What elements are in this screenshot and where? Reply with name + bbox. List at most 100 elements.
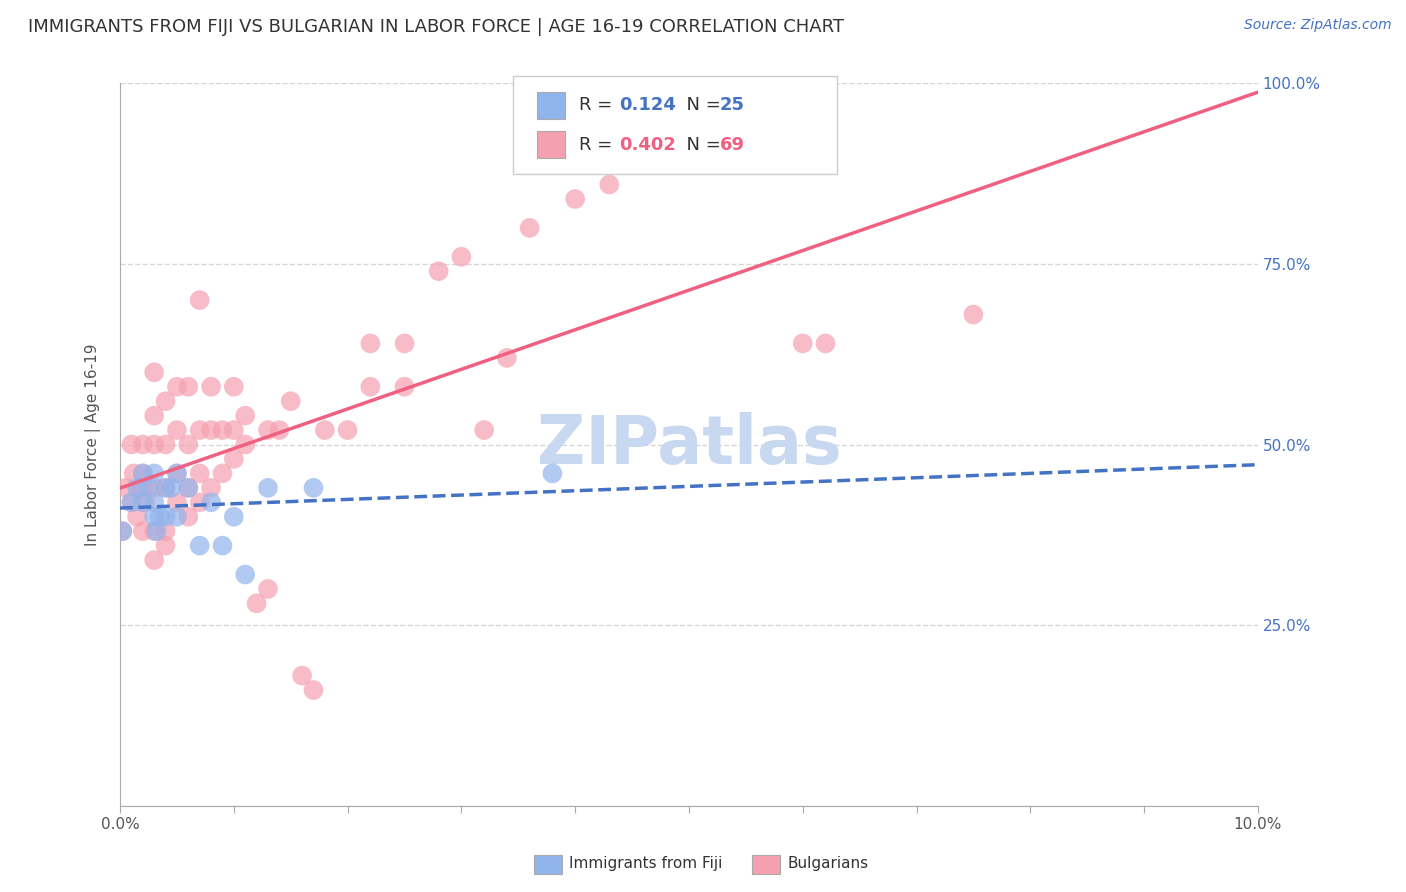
Point: [233, 409, 256, 423]
Point: [257, 582, 280, 596]
Point: [200, 481, 222, 495]
Point: [177, 481, 200, 495]
Point: [120, 437, 142, 451]
Point: [245, 596, 267, 610]
Point: [200, 423, 222, 437]
Text: N =: N =: [675, 96, 727, 114]
Point: [132, 467, 155, 481]
Point: [143, 481, 166, 495]
Point: [111, 524, 134, 538]
Point: [127, 509, 149, 524]
Point: [166, 467, 188, 481]
Point: [257, 481, 280, 495]
Text: 25: 25: [720, 96, 745, 114]
Point: [143, 365, 166, 379]
Point: [211, 423, 233, 437]
Point: [233, 567, 256, 582]
Point: [143, 524, 166, 538]
Text: N =: N =: [675, 136, 727, 153]
Text: R =: R =: [579, 96, 619, 114]
Point: [188, 495, 211, 509]
Point: [155, 524, 177, 538]
Point: [336, 423, 359, 437]
Text: ZIPatlas: ZIPatlas: [537, 411, 841, 477]
Point: [233, 437, 256, 451]
Point: [132, 481, 155, 495]
Point: [138, 481, 160, 495]
Point: [143, 495, 166, 509]
Text: R =: R =: [579, 136, 619, 153]
Point: [962, 308, 984, 322]
Point: [519, 220, 541, 235]
Point: [166, 423, 188, 437]
Point: [222, 452, 245, 467]
Point: [155, 481, 177, 495]
Point: [188, 467, 211, 481]
Point: [127, 481, 149, 495]
Point: [472, 423, 495, 437]
Point: [211, 467, 233, 481]
Point: [132, 437, 155, 451]
Point: [120, 495, 142, 509]
Point: [143, 553, 166, 567]
Point: [621, 105, 644, 120]
Point: [291, 668, 314, 682]
Point: [564, 192, 586, 206]
Point: [222, 423, 245, 437]
Point: [122, 467, 145, 481]
Point: [132, 524, 155, 538]
Text: 0.124: 0.124: [619, 96, 675, 114]
Point: [394, 336, 416, 351]
Text: 0.402: 0.402: [619, 136, 675, 153]
Point: [314, 423, 336, 437]
Point: [129, 481, 152, 495]
Point: [177, 509, 200, 524]
Point: [496, 351, 519, 365]
Point: [166, 467, 188, 481]
Point: [166, 509, 188, 524]
Text: Immigrants from Fiji: Immigrants from Fiji: [569, 856, 723, 871]
Point: [166, 380, 188, 394]
Point: [143, 409, 166, 423]
Point: [222, 509, 245, 524]
Text: Source: ZipAtlas.com: Source: ZipAtlas.com: [1244, 18, 1392, 32]
Text: Bulgarians: Bulgarians: [787, 856, 869, 871]
Point: [143, 509, 166, 524]
Point: [359, 336, 381, 351]
Point: [302, 683, 325, 698]
Point: [114, 481, 136, 495]
Point: [257, 423, 280, 437]
Point: [143, 437, 166, 451]
Point: [450, 250, 472, 264]
Point: [177, 380, 200, 394]
Point: [145, 524, 167, 538]
Y-axis label: In Labor Force | Age 16-19: In Labor Force | Age 16-19: [86, 343, 101, 546]
Point: [188, 423, 211, 437]
Point: [200, 380, 222, 394]
Point: [155, 481, 177, 495]
Point: [200, 495, 222, 509]
Point: [155, 539, 177, 553]
Point: [155, 394, 177, 409]
Point: [155, 437, 177, 451]
Point: [166, 495, 188, 509]
Point: [541, 467, 564, 481]
Point: [160, 481, 183, 495]
Point: [120, 495, 142, 509]
Point: [132, 495, 155, 509]
Point: [188, 293, 211, 307]
Point: [132, 467, 155, 481]
Point: [111, 524, 134, 538]
Point: [211, 539, 233, 553]
Point: [222, 380, 245, 394]
Point: [792, 336, 814, 351]
Point: [598, 178, 620, 192]
Point: [177, 481, 200, 495]
Point: [302, 481, 325, 495]
Point: [188, 539, 211, 553]
Point: [814, 336, 837, 351]
Point: [155, 509, 177, 524]
Point: [143, 467, 166, 481]
Point: [359, 380, 381, 394]
Point: [269, 423, 291, 437]
